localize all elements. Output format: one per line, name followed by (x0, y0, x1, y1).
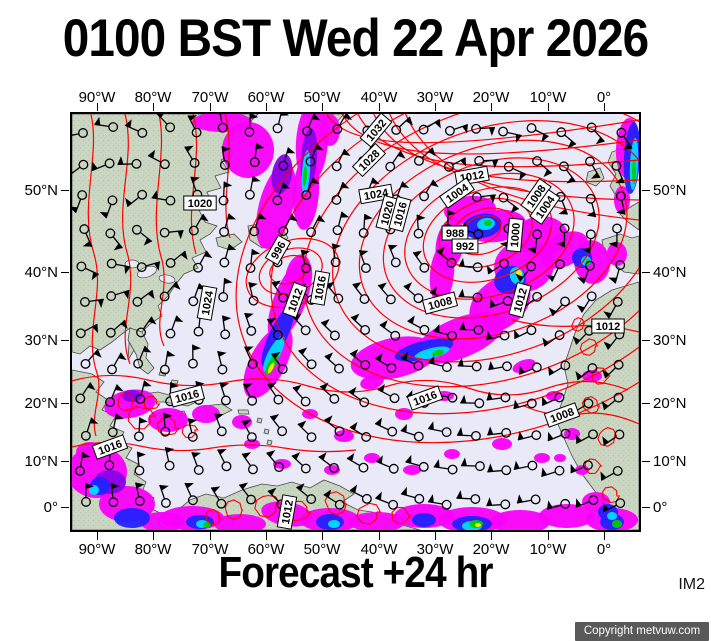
copyright-watermark: Copyright metvuw.com (575, 622, 709, 641)
isobar-label: 992 (452, 239, 478, 253)
lat-label-right: 50°N (653, 182, 687, 199)
axis-tick (642, 190, 650, 191)
precip-blob (114, 508, 150, 528)
axis-tick (604, 103, 605, 111)
axis-tick (322, 103, 323, 111)
precip-blob (412, 513, 436, 527)
lon-label-bottom: 60°W (236, 541, 296, 558)
axis-tick (266, 103, 267, 111)
axis-tick (491, 532, 492, 540)
precip-blob (244, 439, 260, 449)
lon-label-bottom: 50°W (292, 541, 352, 558)
axis-tick (491, 103, 492, 111)
isobar-label: 1000 (507, 218, 524, 251)
precip-blob (612, 520, 622, 528)
precip-blob (403, 465, 421, 475)
axis-tick (642, 507, 650, 508)
axis-tick (61, 507, 69, 508)
axis-tick (435, 532, 436, 540)
lat-label-right: 20°N (653, 395, 687, 412)
land-mass (257, 418, 262, 423)
axis-tick (548, 103, 549, 111)
axis-tick (548, 532, 549, 540)
isobar-label-text: 988 (446, 228, 464, 240)
isobar-label-text: 1012 (596, 321, 620, 333)
lat-label-left: 30°N (2, 332, 58, 349)
axis-tick (97, 532, 98, 540)
isobar-label-text: 1000 (509, 222, 523, 247)
precip-blob (492, 438, 512, 450)
lon-label-bottom: 30°W (405, 541, 465, 558)
model-id-label: IM2 (678, 576, 705, 594)
axis-tick (97, 103, 98, 111)
axis-tick (210, 103, 211, 111)
lon-label-bottom: 90°W (67, 541, 127, 558)
precip-blob (554, 454, 566, 462)
lat-label-left: 20°N (2, 395, 58, 412)
axis-tick (61, 340, 69, 341)
axis-tick (210, 532, 211, 540)
axis-tick (61, 403, 69, 404)
axis-tick (61, 190, 69, 191)
axis-tick (61, 272, 69, 273)
axis-tick (642, 272, 650, 273)
lat-label-left: 40°N (2, 264, 58, 281)
isobar-label: 988 (442, 226, 468, 240)
axis-tick (266, 532, 267, 540)
axis-tick (379, 103, 380, 111)
axis-tick (322, 532, 323, 540)
isobar-label-text: 992 (456, 241, 474, 253)
isobar-label: 1020 (184, 196, 216, 210)
land-mass (267, 440, 272, 445)
lat-label-right: 0° (653, 499, 667, 516)
axis-tick (435, 103, 436, 111)
lat-label-left: 0° (2, 499, 58, 516)
lat-label-right: 40°N (653, 264, 687, 281)
chart-title: 0100 BST Wed 22 Apr 2026 (36, 8, 676, 69)
axis-tick (379, 532, 380, 540)
precip-blob (475, 523, 481, 527)
axis-tick (153, 103, 154, 111)
precip-blob (534, 453, 550, 463)
lon-label-bottom: 10°W (518, 541, 578, 558)
lat-label-right: 30°N (653, 332, 687, 349)
axis-tick (61, 461, 69, 462)
lat-label-left: 10°N (2, 453, 58, 470)
axis-tick (642, 461, 650, 462)
precip-blob (484, 220, 492, 226)
lon-label-bottom: 40°W (349, 541, 409, 558)
land-mass (264, 429, 269, 434)
precip-blob (607, 512, 617, 520)
land-mass (238, 410, 249, 414)
axis-tick (642, 340, 650, 341)
lon-label-bottom: 80°W (123, 541, 183, 558)
lon-label-bottom: 0° (574, 541, 634, 558)
isobar-label: 1012 (592, 319, 624, 333)
precip-blob (328, 520, 340, 528)
lon-label-bottom: 70°W (180, 541, 240, 558)
lat-label-right: 10°N (653, 453, 687, 470)
precip-blob (444, 449, 460, 459)
lon-label-bottom: 20°W (461, 541, 521, 558)
axis-tick (642, 403, 650, 404)
axis-tick (153, 532, 154, 540)
axis-tick (604, 532, 605, 540)
isobar-label-text: 1020 (188, 198, 212, 210)
lat-label-left: 50°N (2, 182, 58, 199)
